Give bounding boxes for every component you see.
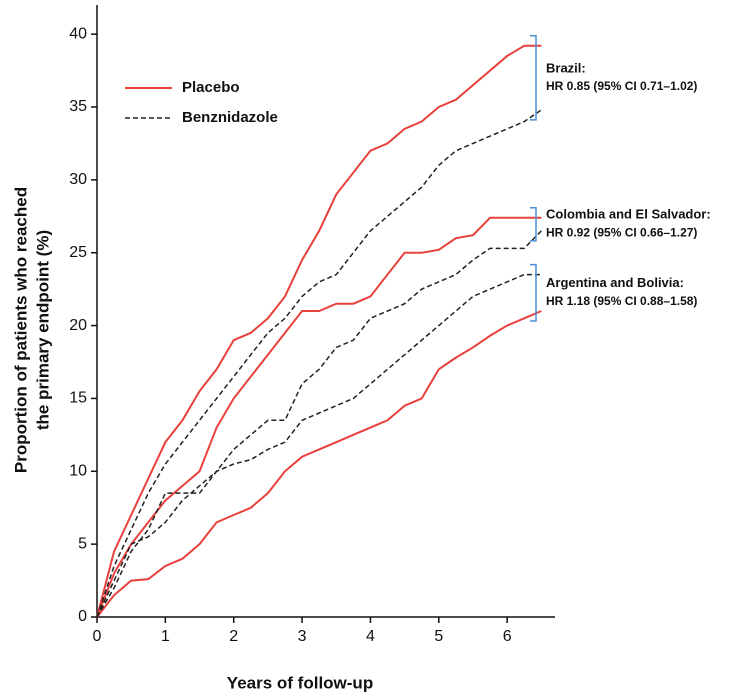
- bracket: [530, 263, 537, 322]
- x-tick-label: 0: [93, 628, 102, 645]
- x-tick-label: 5: [434, 628, 443, 645]
- x-tick-label: 2: [229, 628, 238, 645]
- y-tick-label: 10: [69, 463, 87, 480]
- y-tick-label: 0: [78, 608, 87, 625]
- x-tick-label: 4: [366, 628, 375, 645]
- group-label: Argentina and Bolivia:: [546, 275, 684, 290]
- group-label: Colombia and El Salvador:: [546, 207, 711, 222]
- curve: [96, 109, 542, 618]
- legend-label: Benznidazole: [182, 109, 278, 126]
- bracket: [530, 35, 537, 121]
- x-tick-label: 3: [298, 628, 307, 645]
- x-axis-title: Years of follow-up: [227, 673, 373, 692]
- group-label: Brazil:: [546, 60, 586, 75]
- x-tick-label: 1: [161, 628, 170, 645]
- curve: [96, 216, 542, 618]
- legend-label: Placebo: [182, 79, 240, 96]
- curve: [96, 310, 542, 618]
- y-tick-label: 35: [69, 98, 87, 115]
- group-hr: HR 0.85 (95% CI 0.71–1.02): [546, 79, 697, 93]
- bracket: [530, 206, 537, 242]
- curve: [96, 273, 542, 618]
- x-tick-label: 6: [503, 628, 512, 645]
- y-tick-label: 5: [78, 535, 87, 552]
- y-tick-label: 15: [69, 390, 87, 407]
- y-axis-title-line: the primary endpoint (%): [33, 230, 52, 430]
- group-hr: HR 0.92 (95% CI 0.66–1.27): [546, 225, 697, 239]
- y-tick-label: 40: [69, 25, 87, 42]
- curve: [96, 230, 542, 618]
- y-tick-label: 30: [69, 171, 87, 188]
- y-tick-label: 25: [69, 244, 87, 261]
- y-axis-title-line: Proportion of patients who reached: [11, 187, 30, 473]
- curve: [96, 44, 542, 618]
- y-axis-title: Proportion of patients who reached the p…: [11, 187, 52, 473]
- y-tick-label: 20: [69, 317, 87, 334]
- group-hr: HR 1.18 (95% CI 0.88–1.58): [546, 294, 697, 308]
